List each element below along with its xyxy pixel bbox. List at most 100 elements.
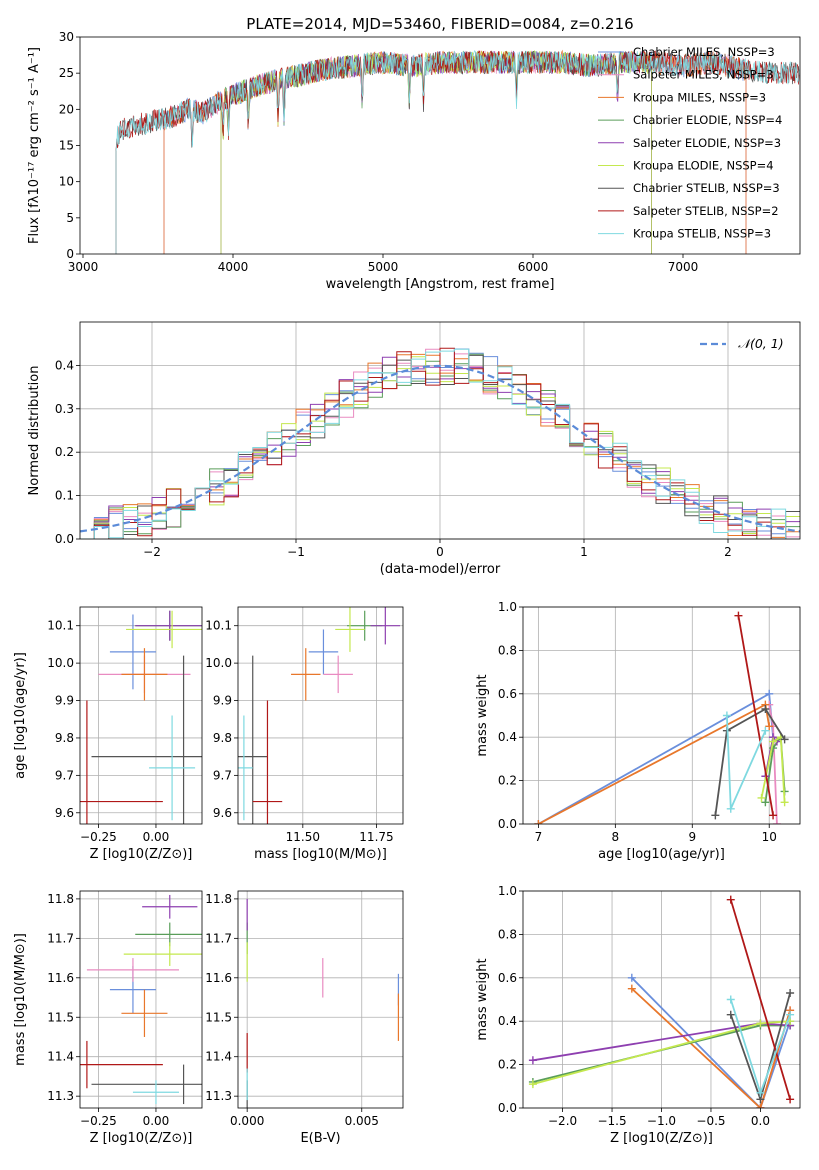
weight-marker xyxy=(769,811,778,820)
legend-label: 𝒩(0, 1) xyxy=(738,336,784,351)
weight-marker xyxy=(761,726,770,735)
x-tick-label: −0.25 xyxy=(80,830,117,844)
y-tick-label: 10.0 xyxy=(47,656,74,670)
age-vs-Z-panel: −0.25 0.00 9.6 9.7 9.8 9.9 10.0 10.1 Z [log10(Z/… xyxy=(13,606,203,862)
x-tick-label: 3000 xyxy=(68,260,99,274)
y-tick-label: 0.6 xyxy=(498,687,517,701)
x-tick-label: 4000 xyxy=(218,260,249,274)
weight-marker xyxy=(534,820,543,824)
y-tick-label: 11.3 xyxy=(47,1089,74,1103)
y-tick-label: 11.8 xyxy=(205,892,232,906)
y-tick-label: 0 xyxy=(66,247,74,261)
weight-marker xyxy=(726,895,735,904)
plot-area xyxy=(115,49,800,254)
weight-marker xyxy=(786,988,795,997)
y-axis-label: mass weight xyxy=(475,958,490,1040)
y-tick-label: 1.0 xyxy=(498,884,517,898)
axes-frame xyxy=(522,606,801,825)
y-tick-label: 25 xyxy=(59,66,74,80)
legend-label: Chabrier ELODIE, NSSP=4 xyxy=(633,113,782,127)
y-tick-label: 10.0 xyxy=(205,656,232,670)
age-vs-mass-panel: 11.50 11.75 9.6 9.7 9.8 9.9 10.0 10.1 mass [log1… xyxy=(205,606,404,862)
x-axis-label: Z [log10(Z/Z⊙)] xyxy=(610,1131,713,1146)
weight-marker xyxy=(761,798,770,807)
weight-marker xyxy=(627,973,636,982)
y-tick-label: 11.4 xyxy=(205,1050,232,1064)
y-axis-label: Normed distribution xyxy=(27,366,42,496)
weight-marker xyxy=(528,1056,537,1065)
x-tick-label: −0.5 xyxy=(696,1114,725,1128)
y-axis-label: Flux [fλ10⁻¹⁷ erg cm⁻² s⁻¹ A⁻¹] xyxy=(27,47,42,244)
weight-marker xyxy=(757,793,766,802)
y-axis-label: mass weight xyxy=(475,674,490,756)
mass-vs-Z-panel: −0.25 0.00 11.3 11.4 11.5 11.6 11.7 11.8 Z [log1… xyxy=(13,890,203,1146)
plot-area xyxy=(534,611,789,824)
y-tick-label: 9.8 xyxy=(55,731,74,745)
y-tick-label: 0.2 xyxy=(498,1058,517,1072)
x-tick-label: 11.75 xyxy=(359,830,393,844)
x-axis-label: Z [log10(Z/Z⊙)] xyxy=(90,1131,193,1146)
y-tick-label: 9.7 xyxy=(55,768,74,782)
y-tick-label: 9.9 xyxy=(213,694,232,708)
y-tick-label: 0.0 xyxy=(498,817,517,831)
weight-marker xyxy=(726,995,735,1004)
y-tick-label: 11.6 xyxy=(205,971,232,985)
y-tick-label: 0.2 xyxy=(498,774,517,788)
weight-marker xyxy=(726,1010,735,1019)
weight-line xyxy=(631,977,791,1108)
y-tick-label: 0.0 xyxy=(498,1101,517,1115)
x-axis-label: E(B-V) xyxy=(300,1131,340,1146)
x-tick-label: 11.50 xyxy=(286,830,320,844)
legend-label: Salpeter ELODIE, NSSP=3 xyxy=(633,136,781,150)
legend-label: Salpeter STELIB, NSSP=2 xyxy=(633,204,779,218)
x-tick-label: 0 xyxy=(436,545,444,559)
spectrum-line xyxy=(115,50,800,254)
figure-title: PLATE=2014, MJD=53460, FIBERID=0084, z=0… xyxy=(246,15,633,33)
legend-label: Salpeter MILES, NSSP=3 xyxy=(633,68,774,82)
y-tick-label: 1.0 xyxy=(498,600,517,614)
x-tick-label: 0.00 xyxy=(143,830,170,844)
x-tick-label: 6000 xyxy=(518,260,549,274)
y-tick-label: 9.8 xyxy=(213,731,232,745)
plot-area xyxy=(80,347,800,539)
x-axis-label: age [log10(age/yr)] xyxy=(598,847,725,862)
weight-marker xyxy=(627,984,636,993)
mass-vs-EBV-panel: 0.000 0.005 11.3 11.4 11.5 11.6 11.7 11.8 E(B-V) xyxy=(205,890,404,1146)
y-tick-label: 9.6 xyxy=(55,806,74,820)
y-tick-label: 11.7 xyxy=(205,931,232,945)
plot-area xyxy=(80,894,202,1105)
y-tick-label: 9.9 xyxy=(55,694,74,708)
residuals-panel: −2 −1 0 1 2 0.0 0.1 0.2 0.3 0.4 (data-model)/error… xyxy=(27,321,801,577)
y-tick-label: 11.5 xyxy=(205,1010,232,1024)
legend-label: Kroupa MILES, NSSP=3 xyxy=(633,90,766,104)
x-tick-label: 7000 xyxy=(668,260,699,274)
y-axis-label: age [log10(age/yr)] xyxy=(13,652,28,779)
y-tick-label: 0.6 xyxy=(498,971,517,985)
x-tick-label: 9 xyxy=(688,830,696,844)
spectrum-panel: 3000 4000 5000 6000 7000 0 5 10 15 20 25 30 waveleng… xyxy=(27,30,801,292)
x-axis-label: Z [log10(Z/Z⊙)] xyxy=(90,847,193,862)
y-tick-label: 30 xyxy=(59,30,74,44)
normal-curve xyxy=(80,364,800,533)
axes-frame xyxy=(79,890,203,1109)
y-tick-label: 0.8 xyxy=(498,927,517,941)
y-tick-label: 0.3 xyxy=(55,402,74,416)
y-tick-label: 0.2 xyxy=(55,445,74,459)
legend-label: Kroupa STELIB, NSSP=3 xyxy=(633,227,771,241)
weight-marker xyxy=(765,722,774,731)
plot-area xyxy=(238,607,401,824)
y-tick-label: 11.5 xyxy=(47,1010,74,1024)
weight-marker xyxy=(756,1019,765,1028)
y-tick-label: 11.7 xyxy=(47,931,74,945)
y-tick-label: 15 xyxy=(59,139,74,153)
weight-line xyxy=(714,707,786,816)
weight-marker xyxy=(780,798,789,807)
x-axis-label: wavelength [Angstrom, rest frame] xyxy=(326,277,555,292)
x-tick-label: 0.005 xyxy=(345,1114,379,1128)
axes-frame xyxy=(237,890,404,1109)
plot-area xyxy=(528,895,795,1108)
x-tick-label: −0.25 xyxy=(80,1114,117,1128)
weight-line xyxy=(760,735,786,803)
x-tick-label: 0.00 xyxy=(143,1114,170,1128)
